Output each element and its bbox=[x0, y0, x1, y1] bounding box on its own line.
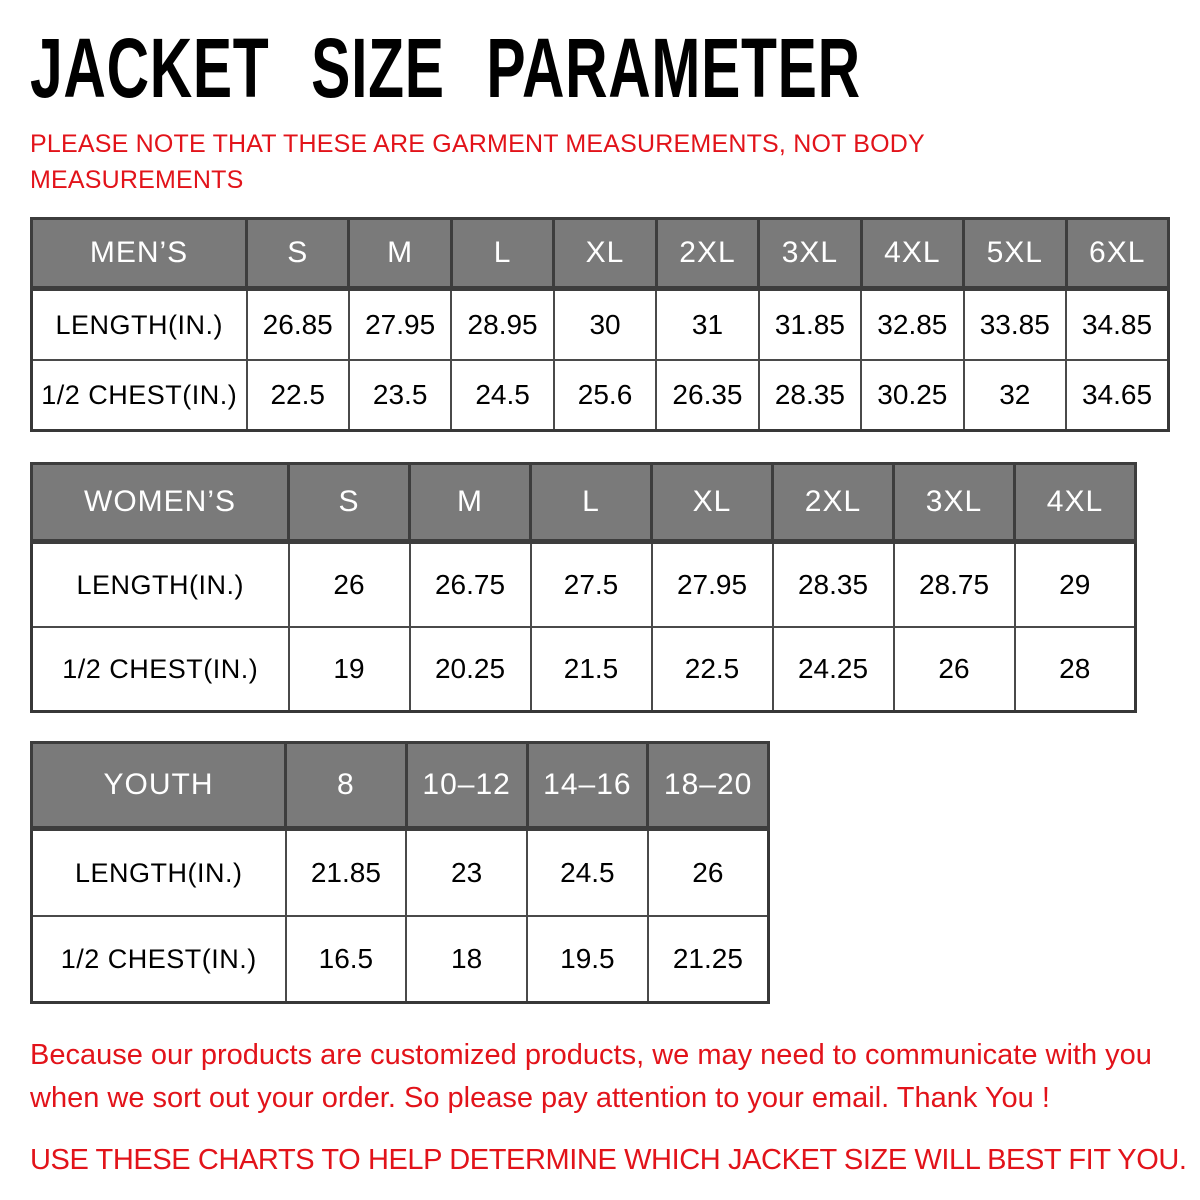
measurement-value-cell: 23 bbox=[405, 827, 528, 917]
measurement-value-cell: 19 bbox=[287, 626, 411, 713]
measurement-value-cell: 25.6 bbox=[552, 359, 658, 432]
row-label: LENGTH(IN.) bbox=[30, 827, 287, 917]
measurement-value-cell: 26 bbox=[646, 827, 770, 917]
measurement-value-cell: 28 bbox=[1013, 626, 1137, 713]
measurement-value-cell: 34.65 bbox=[1065, 359, 1170, 432]
measurement-value-cell: 32 bbox=[962, 359, 1068, 432]
size-header-cell: XL bbox=[650, 462, 774, 544]
measurement-value-cell: 31 bbox=[655, 287, 760, 361]
measurement-value-cell: 28.75 bbox=[892, 540, 1016, 628]
measurement-value-cell: 26.35 bbox=[655, 359, 760, 432]
garment-measurement-note: PLEASE NOTE THAT THESE ARE GARMENT MEASU… bbox=[30, 130, 925, 194]
measurement-value-cell: 27.5 bbox=[529, 540, 653, 628]
table-row: LENGTH(IN.) 21.85 23 24.5 26 bbox=[30, 827, 770, 917]
measurement-value-cell: 20.25 bbox=[408, 626, 532, 713]
size-header-cell: L bbox=[449, 217, 556, 291]
row-label: 1/2 CHEST(IN.) bbox=[30, 915, 287, 1004]
row-label: LENGTH(IN.) bbox=[30, 540, 290, 628]
measurement-value-cell: 26 bbox=[287, 540, 411, 628]
measurement-value-cell: 16.5 bbox=[284, 915, 408, 1004]
size-header-cell: 14–16 bbox=[525, 741, 650, 831]
measurement-value-cell: 26 bbox=[892, 626, 1016, 713]
size-header-cell: 4XL bbox=[1013, 462, 1137, 544]
measurement-value-cell: 24.5 bbox=[450, 359, 555, 432]
measurement-value-cell: 28.35 bbox=[757, 359, 863, 432]
size-header-cell: 2XL bbox=[771, 462, 895, 544]
measurement-value-cell: 24.25 bbox=[771, 626, 895, 713]
row-label: 1/2 CHEST(IN.) bbox=[30, 626, 290, 713]
size-header-cell: 4XL bbox=[859, 217, 966, 291]
measurement-value-cell: 21.25 bbox=[646, 915, 770, 1004]
measurement-value-cell: 26.85 bbox=[245, 287, 350, 361]
size-header-cell: 5XL bbox=[962, 217, 1068, 291]
table-group-label: WOMEN’S bbox=[30, 462, 290, 544]
size-header-cell: S bbox=[287, 462, 411, 544]
size-table-womens: WOMEN’S S M L XL 2XL 3XL 4XL LENGTH(IN.) 26 26.75 2… bbox=[30, 462, 1137, 713]
measurement-value-cell: 28.95 bbox=[450, 287, 555, 361]
size-tables-container: MEN’S S M L XL 2XL 3XL 4XL 5XL 6XL LENGTH(IN.) 26.8… bbox=[30, 217, 1172, 1004]
row-label: 1/2 CHEST(IN.) bbox=[30, 359, 248, 432]
measurement-value-cell: 21.5 bbox=[529, 626, 653, 713]
size-header-cell: 2XL bbox=[654, 217, 761, 291]
table-row: LENGTH(IN.) 26 26.75 27.5 27.95 28.35 28.75 29 bbox=[30, 540, 1137, 628]
measurement-value-cell: 24.5 bbox=[526, 827, 649, 917]
chart-usage-note: USE THESE CHARTS TO HELP DETERMINE WHICH… bbox=[30, 1144, 1187, 1176]
table-group-label: YOUTH bbox=[30, 741, 287, 831]
measurement-value-cell: 21.85 bbox=[284, 827, 408, 917]
size-header-cell: M bbox=[408, 462, 532, 544]
table-row: 1/2 CHEST(IN.) 22.5 23.5 24.5 25.6 26.35 28.35… bbox=[30, 359, 1170, 432]
size-header-cell: L bbox=[529, 462, 653, 544]
customization-note: Because our products are customized prod… bbox=[30, 1039, 1152, 1114]
measurement-value-cell: 23.5 bbox=[347, 359, 453, 432]
size-header-cell: 8 bbox=[284, 741, 408, 831]
measurement-value-cell: 30.25 bbox=[860, 359, 965, 432]
measurement-value-cell: 26.75 bbox=[408, 540, 532, 628]
size-table-mens: MEN’S S M L XL 2XL 3XL 4XL 5XL 6XL LENGTH(IN.) 26.8… bbox=[30, 217, 1170, 432]
measurement-value-cell: 29 bbox=[1013, 540, 1137, 628]
header-row: WOMEN’S S M L XL 2XL 3XL 4XL bbox=[30, 462, 1137, 544]
table-row: 1/2 CHEST(IN.) 19 20.25 21.5 22.5 24.25 26 28 bbox=[30, 626, 1137, 713]
size-header-cell: M bbox=[347, 217, 453, 291]
size-header-cell: 3XL bbox=[757, 217, 863, 291]
table-row: LENGTH(IN.) 26.85 27.95 28.95 30 31 31.85 32.85… bbox=[30, 287, 1170, 361]
measurement-value-cell: 18 bbox=[405, 915, 528, 1004]
measurement-value-cell: 27.95 bbox=[347, 287, 453, 361]
measurement-value-cell: 34.85 bbox=[1065, 287, 1170, 361]
size-header-cell: S bbox=[244, 217, 351, 291]
measurement-value-cell: 22.5 bbox=[245, 359, 350, 432]
size-header-cell: 18–20 bbox=[646, 741, 770, 831]
size-header-cell: 3XL bbox=[892, 462, 1016, 544]
header-row: MEN’S S M L XL 2XL 3XL 4XL 5XL 6XL bbox=[30, 217, 1170, 291]
header-row: YOUTH 8 10–12 14–16 18–20 bbox=[30, 741, 770, 831]
size-table-youth: YOUTH 8 10–12 14–16 18–20 LENGTH(IN.) 21.85 23 2… bbox=[30, 741, 770, 1004]
measurement-value-cell: 19.5 bbox=[526, 915, 649, 1004]
measurement-value-cell: 31.85 bbox=[757, 287, 863, 361]
size-header-cell: 6XL bbox=[1064, 217, 1170, 291]
row-label: LENGTH(IN.) bbox=[30, 287, 248, 361]
measurement-value-cell: 32.85 bbox=[860, 287, 965, 361]
measurement-value-cell: 22.5 bbox=[650, 626, 774, 713]
measurement-value-cell: 27.95 bbox=[650, 540, 774, 628]
table-group-label: MEN’S bbox=[30, 217, 248, 291]
table-row: 1/2 CHEST(IN.) 16.5 18 19.5 21.25 bbox=[30, 915, 770, 1004]
size-header-cell: XL bbox=[552, 217, 658, 291]
page-title: JACKET SIZE PARAMETER bbox=[30, 21, 861, 115]
measurement-value-cell: 30 bbox=[552, 287, 658, 361]
measurement-value-cell: 33.85 bbox=[962, 287, 1068, 361]
measurement-value-cell: 28.35 bbox=[771, 540, 895, 628]
size-header-cell: 10–12 bbox=[404, 741, 529, 831]
